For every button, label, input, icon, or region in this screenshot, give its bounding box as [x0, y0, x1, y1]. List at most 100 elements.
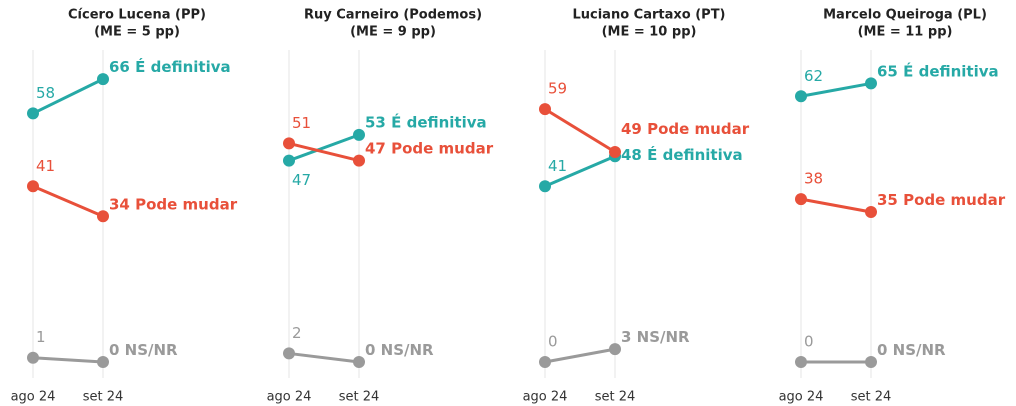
point	[27, 180, 39, 193]
panel-subtitle: (ME = 10 pp)	[602, 25, 697, 40]
point	[795, 356, 807, 368]
series-name: NS/NR	[125, 341, 178, 359]
panel-subtitle: (ME = 5 pp)	[94, 25, 180, 40]
series-name: É definitiva	[135, 57, 231, 76]
start-label: 38	[804, 170, 823, 188]
end-label: 47 Pode mudar	[365, 139, 494, 157]
start-label: 2	[292, 324, 302, 342]
end-label: 35 Pode mudar	[877, 191, 1006, 209]
end-value: 66	[109, 58, 130, 76]
panel-subtitle: (ME = 11 pp)	[858, 25, 953, 40]
end-value: 0	[109, 341, 119, 359]
end-label: 0 NS/NR	[365, 341, 434, 359]
series-line	[288, 133, 360, 162]
point	[27, 351, 39, 364]
point	[97, 73, 109, 86]
end-label: 53 É definitiva	[365, 112, 487, 131]
point	[539, 356, 551, 368]
series-name: É definitiva	[903, 61, 999, 80]
point	[283, 347, 295, 360]
series-line	[32, 356, 104, 364]
panel-title: Luciano Cartaxo (PT)	[572, 8, 725, 23]
x-tick-label: set 24	[851, 390, 892, 405]
start-label: 0	[548, 333, 558, 351]
point	[865, 206, 877, 218]
panel-subtitle: (ME = 9 pp)	[350, 25, 436, 40]
series-line	[544, 347, 616, 364]
end-label: 65 É definitiva	[877, 61, 999, 80]
end-label: 48 É definitiva	[621, 145, 743, 164]
end-value: 0	[877, 341, 887, 359]
end-label: 0 NS/NR	[109, 341, 178, 359]
end-value: 3	[621, 328, 631, 346]
x-tick-label: ago 24	[267, 390, 312, 405]
series-name: NS/NR	[893, 341, 946, 359]
series-name: Pode mudar	[391, 139, 494, 157]
series-name: É definitiva	[391, 112, 487, 131]
series-name: Pode mudar	[903, 191, 1006, 209]
series-line	[544, 154, 616, 188]
point	[609, 146, 621, 158]
series-line	[32, 184, 104, 218]
point	[539, 103, 551, 116]
start-label: 59	[548, 80, 567, 98]
start-label: 41	[36, 157, 55, 175]
series-name: NS/NR	[637, 328, 690, 346]
point	[609, 343, 621, 356]
start-label: 41	[548, 157, 567, 175]
x-tick-label: set 24	[339, 390, 380, 405]
end-label: 49 Pode mudar	[621, 120, 750, 138]
panel-title: Marcelo Queiroga (PL)	[823, 8, 987, 23]
x-tick-label: ago 24	[523, 390, 568, 405]
point	[795, 90, 807, 103]
point	[539, 180, 551, 193]
end-label: 0 NS/NR	[877, 341, 946, 359]
point	[865, 77, 877, 90]
end-label: 34 Pode mudar	[109, 195, 238, 213]
point	[27, 107, 39, 120]
point	[97, 356, 109, 368]
start-label: 0	[804, 333, 814, 351]
end-value: 49	[621, 120, 642, 138]
start-label: 62	[804, 67, 823, 85]
end-value: 65	[877, 62, 898, 80]
end-value: 34	[109, 195, 130, 213]
end-value: 47	[365, 139, 386, 157]
series-line	[288, 141, 360, 163]
series-line	[544, 107, 616, 154]
series-name: Pode mudar	[647, 120, 750, 138]
end-label: 3 NS/NR	[621, 328, 690, 346]
point	[283, 137, 295, 150]
point	[353, 356, 365, 368]
panel-title: Cícero Lucena (PP)	[68, 8, 206, 23]
panel-title: Ruy Carneiro (Podemos)	[304, 8, 482, 23]
series-line	[800, 197, 872, 214]
point	[97, 210, 109, 223]
end-value: 0	[365, 341, 375, 359]
series-name: Pode mudar	[135, 195, 238, 213]
start-label: 58	[36, 84, 55, 102]
x-tick-label: ago 24	[779, 390, 824, 405]
point	[353, 128, 365, 141]
point	[353, 154, 365, 167]
end-value: 53	[365, 113, 386, 131]
series-name: NS/NR	[381, 341, 434, 359]
start-label: 51	[292, 114, 311, 132]
end-value: 48	[621, 146, 642, 164]
end-value: 35	[877, 191, 898, 209]
end-label: 66 É definitiva	[109, 57, 231, 76]
x-tick-label: set 24	[595, 390, 636, 405]
series-line	[288, 351, 360, 364]
x-tick-label: set 24	[83, 390, 124, 405]
series-line	[800, 81, 872, 98]
point	[795, 193, 807, 206]
point	[283, 154, 295, 167]
start-label: 47	[292, 171, 311, 189]
series-name: É definitiva	[647, 145, 743, 164]
x-tick-label: ago 24	[11, 390, 56, 405]
start-label: 1	[36, 328, 46, 346]
series-line	[32, 77, 104, 115]
point	[865, 356, 877, 368]
